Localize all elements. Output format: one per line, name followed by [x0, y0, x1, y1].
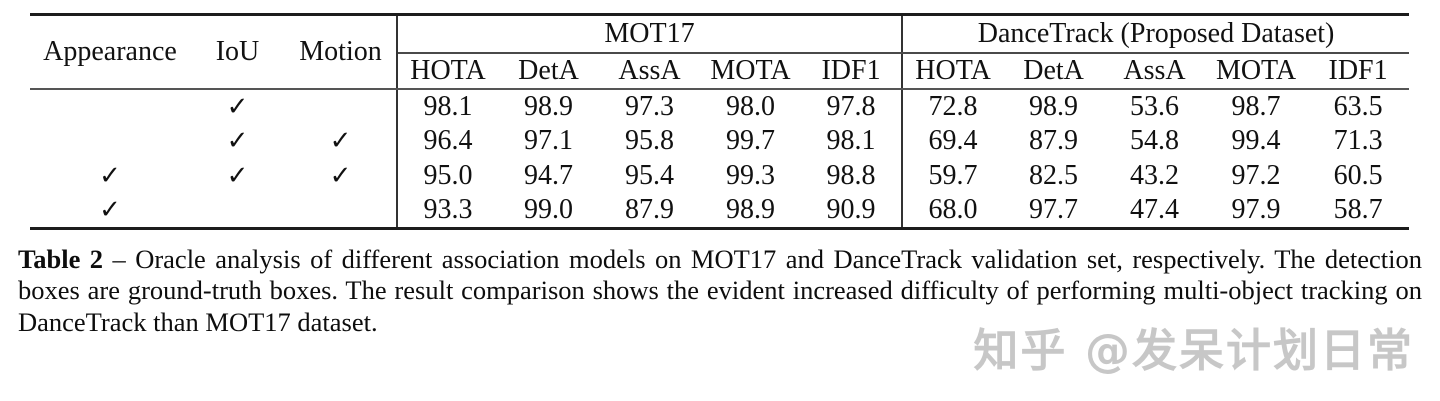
- cell-iou-check: ✓: [226, 126, 249, 156]
- cell-appearance-check: ✓: [99, 161, 121, 191]
- cell-dance-hota: 72.8: [928, 90, 978, 122]
- cell-motion-check: [285, 193, 398, 229]
- cell-dance-deta: 82.5: [1029, 160, 1079, 191]
- cell-appearance-check: [30, 89, 190, 124]
- cell-mot17-idf1: 98.8: [801, 158, 904, 194]
- cell-iou-check: [190, 194, 285, 229]
- cell-dance-mota: 99.4: [1231, 125, 1281, 156]
- cell-mot17-assa: 95.4: [625, 160, 674, 191]
- cell-dance-assa: 47.4: [1130, 194, 1180, 226]
- cell-iou-check: ✓: [226, 161, 249, 191]
- results-table-wrapper: Appearance IoU Motion MOT17 DanceTrack (…: [30, 13, 1410, 230]
- cell-dance-deta: 97.7: [1029, 194, 1079, 226]
- cell-dance-mota: 97.9: [1231, 194, 1281, 226]
- cell-motion-check: ✓: [285, 158, 398, 194]
- cell-mot17-mota: 99.7: [726, 125, 775, 156]
- cell-dance-hota: 69.4: [928, 125, 978, 156]
- cell-mot17-deta: 97.1: [524, 125, 573, 156]
- table-caption: Table 2 – Oracle analysis of different a…: [18, 244, 1422, 338]
- cell-mot17-hota: 93.3: [423, 194, 473, 226]
- cell-dance-mota: 98.7: [1231, 90, 1281, 122]
- cell-dance-idf1: 60.5: [1333, 160, 1383, 191]
- col-header-mot17-mota: MOTA: [700, 52, 801, 90]
- col-header-mot17-hota: HOTA: [397, 52, 498, 90]
- table-row: ✓ 98.1 98.9 97.3 98.0 97.8 72.8 98.9 53.…: [30, 88, 1409, 124]
- cell-mot17-hota: 96.4: [423, 125, 473, 156]
- cell-mot17-idf1: 98.1: [801, 123, 904, 159]
- col-header-dance-deta: DetA: [1003, 52, 1105, 90]
- cell-mot17-deta: 98.9: [524, 90, 573, 122]
- cell-mot17-idf1: 90.9: [801, 193, 904, 229]
- col-header-dance-hota: HOTA: [902, 52, 1004, 90]
- cell-mot17-hota: 95.0: [423, 160, 473, 191]
- cell-mot17-deta: 99.0: [524, 194, 573, 226]
- cell-mot17-assa: 95.8: [625, 125, 674, 156]
- cell-mot17-deta: 94.7: [524, 160, 573, 191]
- cell-dance-assa: 54.8: [1130, 125, 1180, 156]
- col-header-appearance: Appearance: [30, 14, 190, 90]
- cell-mot17-mota: 98.9: [726, 194, 775, 226]
- table-group-header-row: Appearance IoU Motion MOT17 DanceTrack (…: [30, 14, 1410, 90]
- cell-iou-check: ✓: [226, 91, 249, 122]
- cell-dance-idf1: 63.5: [1333, 90, 1383, 122]
- col-header-iou: IoU: [190, 14, 285, 90]
- zhihu-watermark: 知乎 @发呆计划日常: [973, 324, 1414, 377]
- cell-dance-hota: 68.0: [928, 194, 978, 226]
- cell-mot17-assa: 97.3: [625, 90, 674, 122]
- col-header-dance-mota: MOTA: [1205, 52, 1308, 90]
- cell-appearance-check: [30, 124, 190, 159]
- table-row: ✓ ✓ ✓ 95.0 94.7 95.4 99.3 98.8 59.7 82.5…: [30, 158, 1409, 194]
- group-header-dancetrack: DanceTrack (Proposed Dataset): [902, 14, 1410, 54]
- cell-motion-check: ✓: [285, 123, 398, 159]
- col-header-dance-idf1: IDF1: [1307, 52, 1410, 90]
- cell-dance-mota: 97.2: [1231, 160, 1281, 191]
- cell-dance-deta: 87.9: [1029, 125, 1079, 156]
- cell-mot17-idf1: 97.8: [801, 88, 904, 124]
- cell-dance-deta: 98.9: [1029, 90, 1079, 122]
- cell-mot17-hota: 98.1: [423, 90, 473, 122]
- table-metric-header-row: HOTA DetA AssA MOTA IDF1 HOTA DetA AssA …: [30, 52, 1410, 90]
- col-header-motion: Motion: [285, 14, 398, 90]
- cell-dance-idf1: 58.7: [1333, 194, 1383, 226]
- cell-dance-idf1: 71.3: [1333, 125, 1383, 156]
- caption-label: Table 2: [18, 244, 104, 274]
- cell-dance-hota: 59.7: [928, 160, 978, 191]
- cell-dance-assa: 43.2: [1130, 160, 1180, 191]
- cell-dance-assa: 53.6: [1130, 90, 1180, 122]
- cell-mot17-assa: 87.9: [625, 194, 674, 226]
- col-header-mot17-deta: DetA: [498, 52, 599, 90]
- results-table: Appearance IoU Motion MOT17 DanceTrack (…: [30, 13, 1410, 230]
- cell-mot17-mota: 98.0: [726, 90, 775, 122]
- col-header-mot17-idf1: IDF1: [801, 52, 904, 90]
- cell-appearance-check: ✓: [99, 195, 121, 226]
- caption-text: Oracle analysis of different association…: [18, 244, 1423, 337]
- table-row: ✓ 93.3 99.0 87.9 98.9 90.9 68.0 97.7 47.…: [30, 193, 1409, 229]
- group-header-mot17: MOT17: [397, 14, 904, 54]
- cell-motion-check: [285, 88, 398, 124]
- col-header-dance-assa: AssA: [1104, 52, 1206, 90]
- col-header-mot17-assa: AssA: [599, 52, 700, 90]
- cell-mot17-mota: 99.3: [726, 160, 775, 191]
- caption-separator: –: [103, 244, 136, 274]
- table-row: ✓ ✓ 96.4 97.1 95.8 99.7 98.1 69.4 87.9 5…: [30, 123, 1409, 159]
